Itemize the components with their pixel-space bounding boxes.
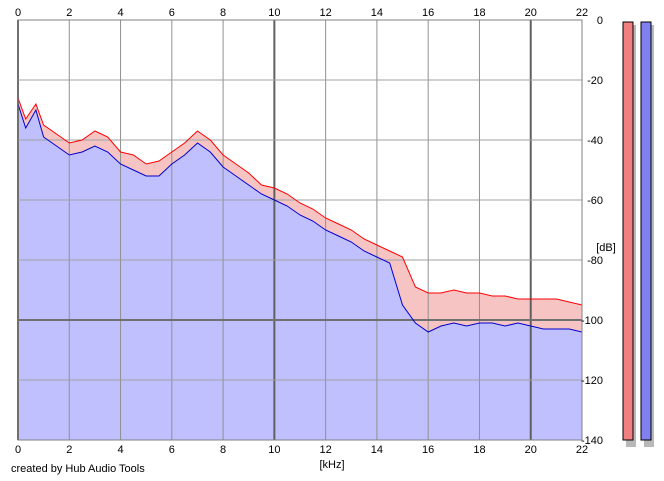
series-0-line bbox=[17, 97, 583, 306]
credit-text: created by Hub Audio Tools bbox=[11, 463, 145, 475]
y-tick-label: -100 bbox=[581, 315, 603, 327]
x-tick-label-bottom: 0 bbox=[15, 444, 21, 456]
x-tick-label-top: 4 bbox=[117, 7, 123, 19]
x-tick-label-bottom: 14 bbox=[371, 444, 383, 456]
x-tick-label-bottom: 22 bbox=[576, 444, 588, 456]
y-tick-label: -80 bbox=[587, 255, 603, 267]
y-tick-label: -140 bbox=[581, 435, 603, 447]
x-tick-label-top: 16 bbox=[422, 7, 434, 19]
series-1-area bbox=[18, 104, 582, 440]
x-tick-label-top: 14 bbox=[371, 7, 383, 19]
series-1-line bbox=[17, 103, 583, 333]
x-tick-label-bottom: 2 bbox=[66, 444, 72, 456]
x-axis-label: [kHz] bbox=[319, 459, 344, 471]
x-tick-label-bottom: 6 bbox=[169, 444, 175, 456]
x-tick-label-top: 22 bbox=[576, 7, 588, 19]
series-lines bbox=[17, 97, 583, 333]
x-tick-label-bottom: 12 bbox=[320, 444, 332, 456]
x-tick-label-bottom: 10 bbox=[268, 444, 280, 456]
y-tick-label: 0 bbox=[597, 15, 603, 27]
level-meters bbox=[622, 21, 654, 447]
y-tick-label: -60 bbox=[587, 195, 603, 207]
x-tick-label-top: 6 bbox=[169, 7, 175, 19]
x-tick-label-top: 0 bbox=[15, 7, 21, 19]
x-tick-label-bottom: 18 bbox=[473, 444, 485, 456]
y-tick-label: -120 bbox=[581, 375, 603, 387]
x-tick-label-bottom: 16 bbox=[422, 444, 434, 456]
x-tick-label-top: 18 bbox=[473, 7, 485, 19]
x-tick-label-top: 8 bbox=[220, 7, 226, 19]
plot-frame bbox=[17, 19, 583, 441]
x-tick-label-top: 12 bbox=[320, 7, 332, 19]
y-axis-label: [dB] bbox=[596, 242, 616, 254]
tick-labels: 002244668810101212141416161818202022220-… bbox=[15, 7, 603, 456]
y-tick-label: -20 bbox=[587, 75, 603, 87]
x-tick-label-top: 2 bbox=[66, 7, 72, 19]
x-tick-label-bottom: 20 bbox=[525, 444, 537, 456]
y-tick-label: -40 bbox=[587, 135, 603, 147]
level-meter-1 bbox=[640, 21, 652, 441]
x-tick-label-top: 20 bbox=[525, 7, 537, 19]
x-tick-label-top: 10 bbox=[268, 7, 280, 19]
series-fills bbox=[18, 98, 582, 440]
x-tick-label-bottom: 4 bbox=[117, 444, 123, 456]
level-meter-0 bbox=[622, 21, 634, 441]
x-tick-label-bottom: 8 bbox=[220, 444, 226, 456]
